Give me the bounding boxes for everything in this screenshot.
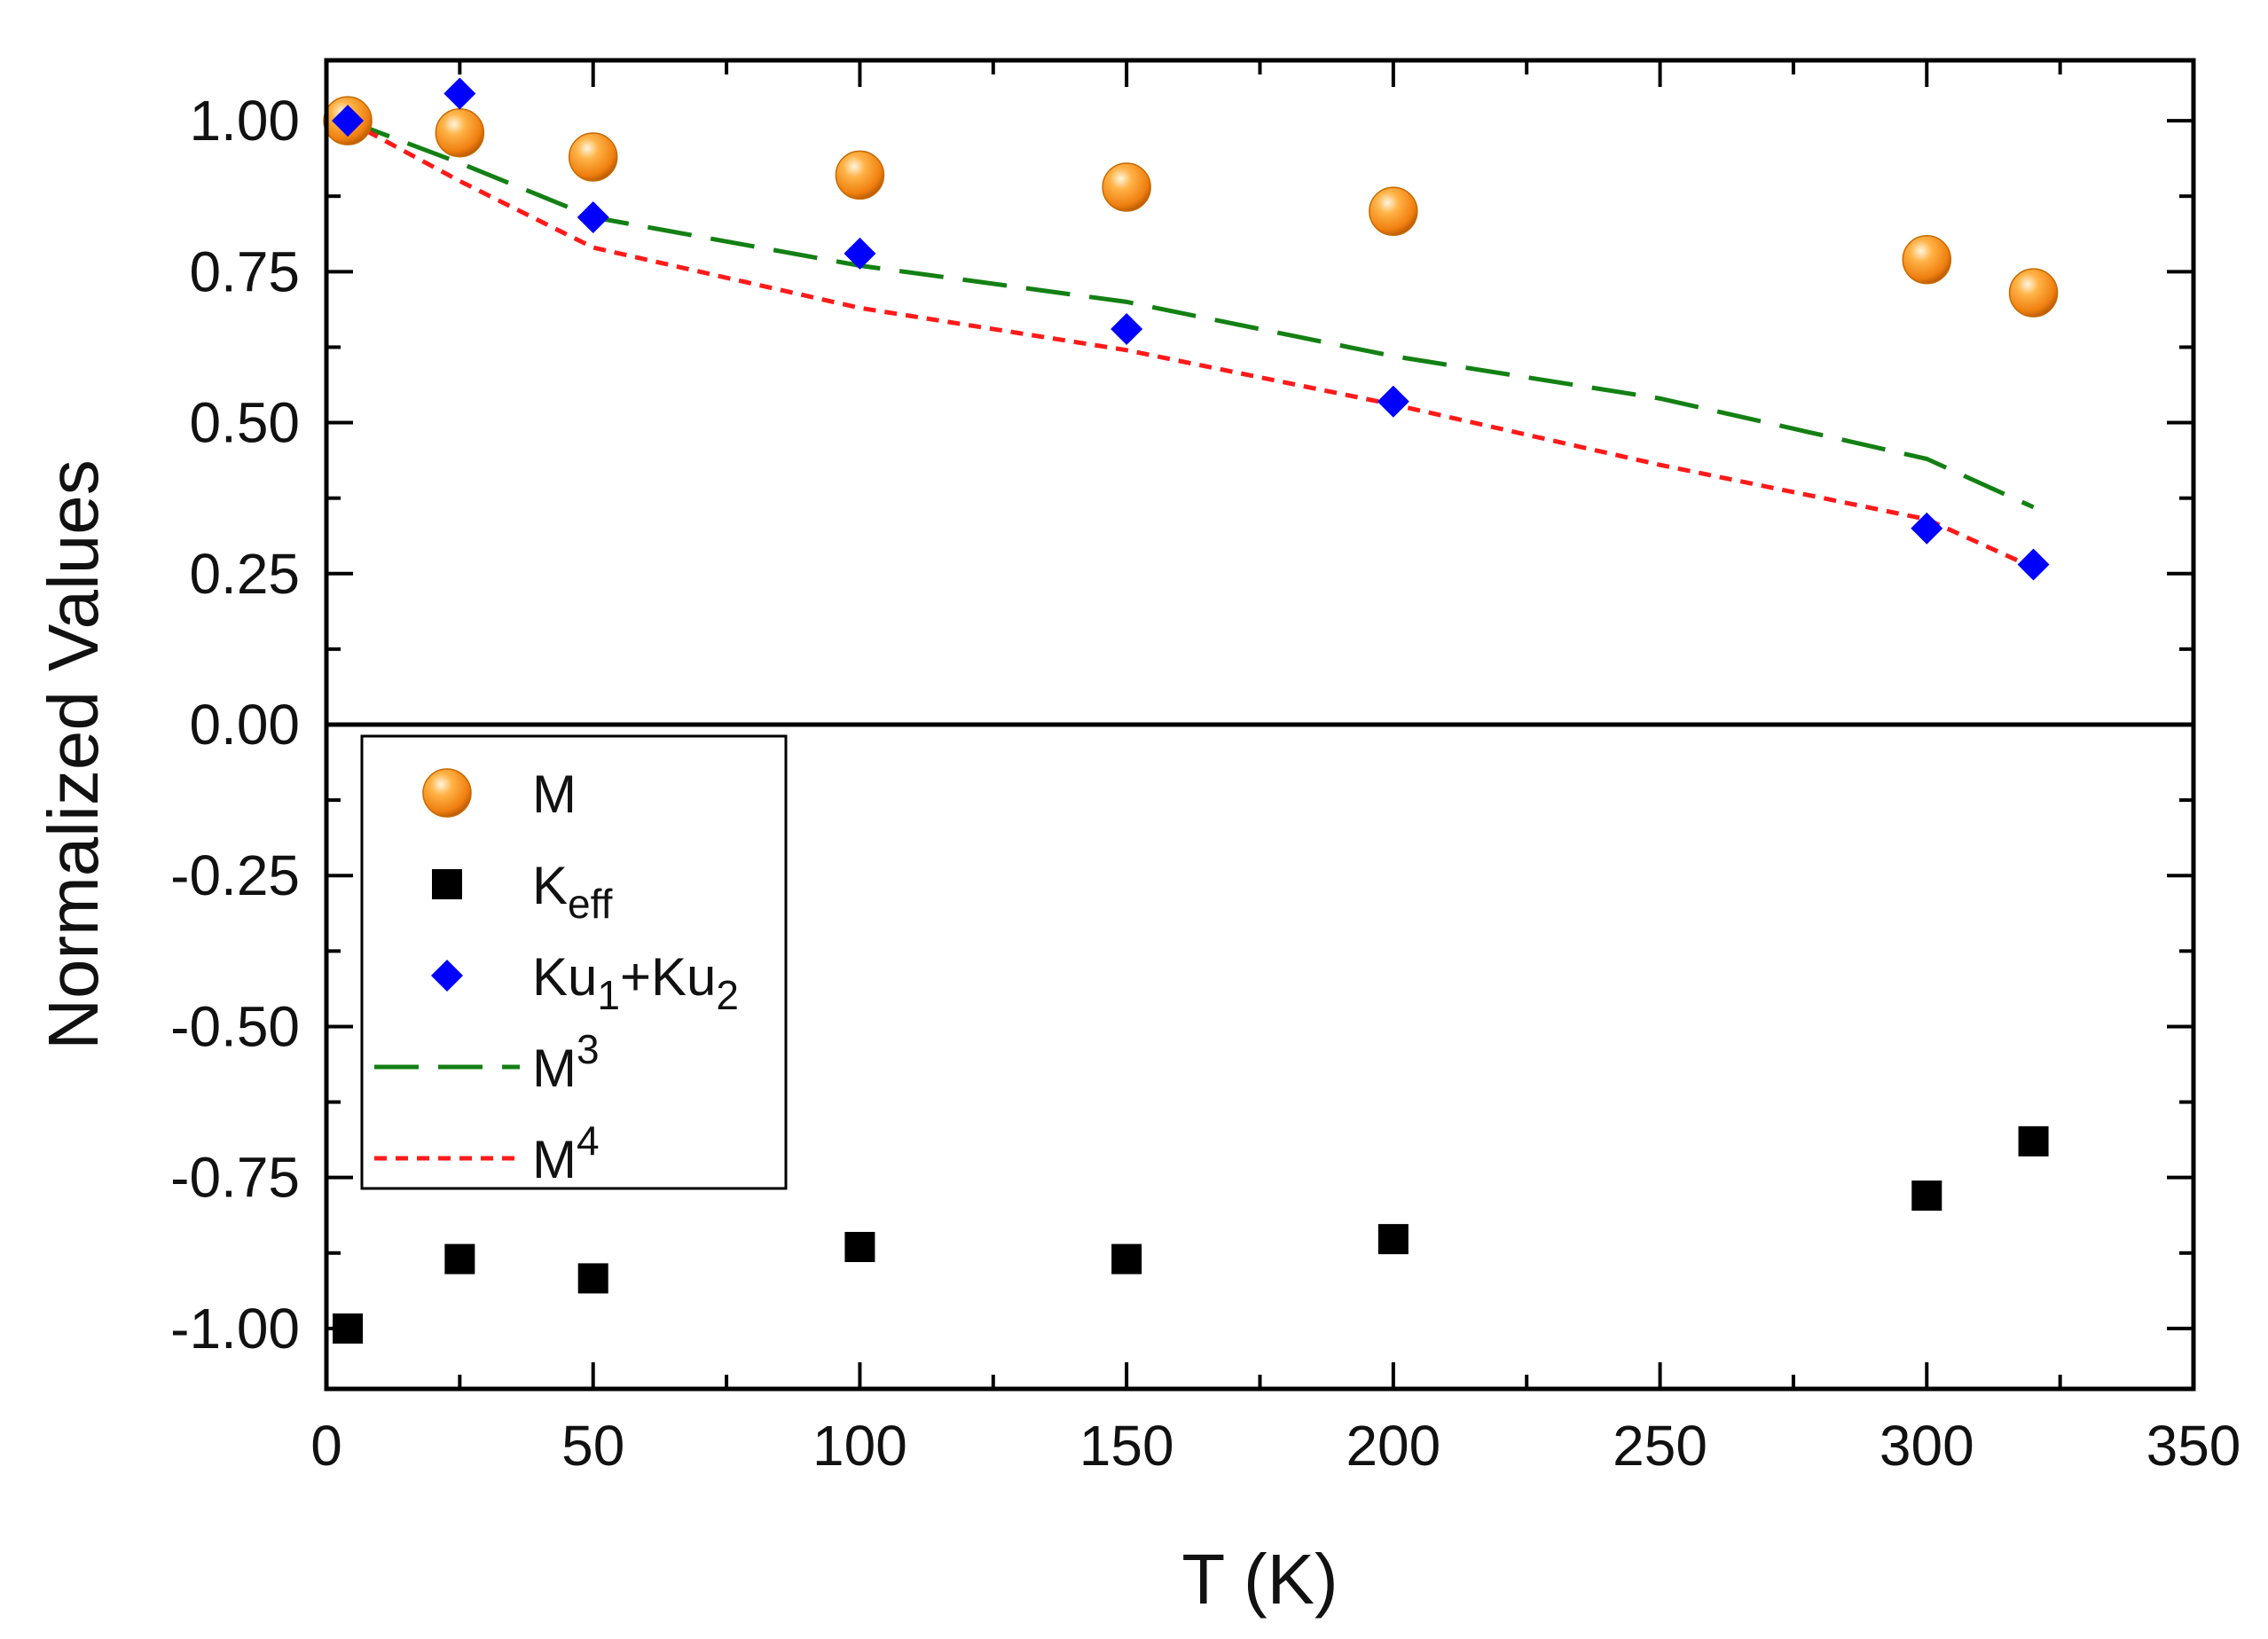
- legend-superscript: 4: [577, 1118, 600, 1164]
- series-m4: [346, 118, 2035, 570]
- y-tick-label: -0.50: [170, 994, 300, 1058]
- data-point: [1111, 1243, 1142, 1274]
- y-axis-title: Normalized Values: [34, 459, 113, 1049]
- y-tick-label: -0.75: [170, 1146, 300, 1210]
- tick-labels: 0 50 100 150 200 250 300 350 1.00 0.75 0.50 0.25 0.0…: [170, 89, 2241, 1478]
- y-tick-label: 0.25: [189, 542, 300, 606]
- legend-subscript: 2: [716, 972, 739, 1018]
- legend-marker: [422, 768, 472, 818]
- legend-marker: [432, 869, 462, 899]
- legend-marker: [431, 960, 463, 992]
- series-keff: [333, 1125, 2049, 1344]
- y-tick-label: 0.00: [189, 693, 300, 757]
- data-point: [444, 1243, 475, 1274]
- data-point: [1369, 186, 1418, 236]
- data-point: [844, 237, 876, 270]
- data-point: [577, 1263, 608, 1294]
- data-point: [333, 1313, 364, 1344]
- legend-item: M: [422, 765, 577, 824]
- legend-subscript: eff: [568, 881, 613, 927]
- legend-main: +Ku: [620, 947, 716, 1007]
- x-tick-label: 150: [1079, 1414, 1174, 1478]
- legend-main: M: [532, 1039, 577, 1098]
- legend-main: K: [532, 856, 568, 915]
- series-line: [346, 118, 2035, 570]
- legend-item: Ku1+Ku2: [431, 947, 739, 1018]
- data-point: [2008, 268, 2059, 318]
- legend-main: M: [532, 765, 577, 824]
- plot-frame: [324, 58, 2196, 1392]
- legend-label: Ku1+Ku2: [532, 947, 739, 1018]
- y-tick-label: 0.75: [189, 239, 300, 303]
- data-point: [332, 105, 365, 137]
- legend-label: M3: [532, 1026, 600, 1098]
- y-tick-label: -1.00: [170, 1297, 300, 1361]
- series-ku1-ku2: [332, 77, 2050, 581]
- legend-label: M: [532, 765, 577, 824]
- legend-main: M: [532, 1130, 577, 1189]
- series-line: [347, 118, 2035, 510]
- x-tick-label: 50: [561, 1414, 624, 1478]
- x-axis-title: T (K): [1181, 1540, 1338, 1619]
- legend-main: Ku: [532, 947, 597, 1007]
- data-point: [835, 150, 885, 200]
- data-point: [1377, 1224, 1409, 1255]
- x-tick-label: 300: [1880, 1414, 1974, 1478]
- data-point: [844, 1231, 875, 1262]
- series-m: [323, 96, 2059, 318]
- legend-superscript: 3: [577, 1026, 600, 1072]
- series-layer: [323, 77, 2059, 1344]
- y-tick-label: -0.25: [170, 843, 300, 907]
- legend-label: M4: [532, 1118, 600, 1189]
- data-point: [1377, 385, 1409, 418]
- x-tick-label: 0: [310, 1414, 342, 1478]
- data-point: [1902, 234, 1952, 285]
- data-point: [2017, 548, 2050, 581]
- legend-item: M3: [374, 1026, 600, 1098]
- legend-item: M4: [374, 1118, 600, 1189]
- data-point: [1911, 1180, 1942, 1212]
- legend-subscript: 1: [597, 972, 620, 1018]
- legend-label: Keff: [532, 856, 613, 927]
- data-point: [2018, 1125, 2049, 1157]
- data-point: [1102, 162, 1151, 212]
- x-tick-label: 350: [2146, 1414, 2241, 1478]
- x-tick-label: 250: [1613, 1414, 1707, 1478]
- y-tick-label: 0.50: [189, 391, 300, 455]
- data-point: [1110, 313, 1143, 346]
- data-point: [1911, 512, 1943, 545]
- data-point: [435, 107, 485, 158]
- data-point: [443, 77, 476, 110]
- tick-marks: [325, 60, 2195, 1389]
- y-tick-label: 1.00: [189, 89, 300, 153]
- data-point: [568, 132, 618, 182]
- x-tick-label: 200: [1346, 1414, 1440, 1478]
- series-m3: [347, 118, 2035, 510]
- legend-item: Keff: [432, 856, 613, 927]
- x-tick-label: 100: [812, 1414, 907, 1478]
- data-point: [577, 201, 609, 234]
